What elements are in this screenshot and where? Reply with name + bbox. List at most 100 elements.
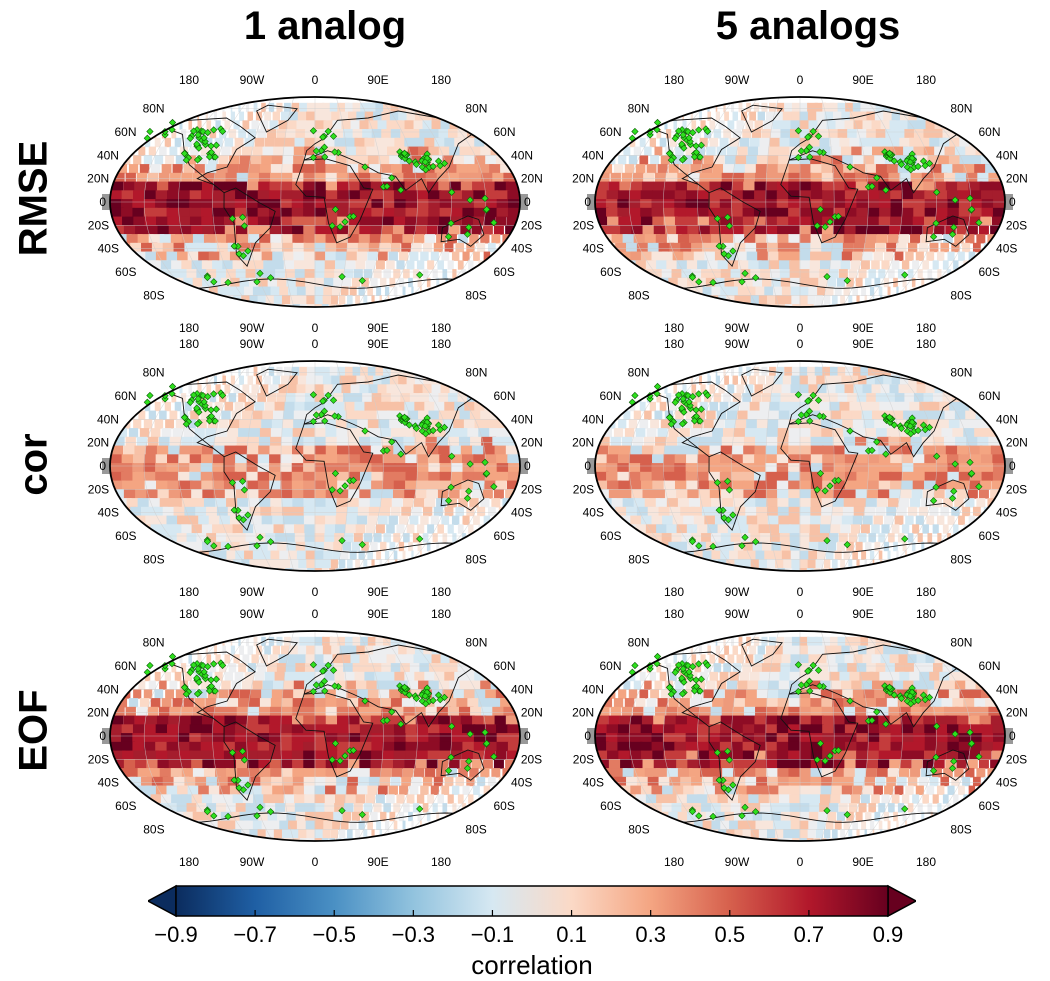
- diamond-icon: [901, 271, 909, 279]
- lon-label-bottom: 90E: [367, 585, 388, 598]
- diamond-icon: [823, 273, 831, 281]
- lat-label-right: 40S: [511, 776, 532, 790]
- diamond-icon: [821, 757, 829, 765]
- lat-label-right: 40N: [996, 148, 1018, 162]
- diamond-icon: [146, 391, 154, 400]
- diamond-icon: [400, 683, 409, 691]
- diamond-icon: [821, 223, 829, 231]
- lon-label-top: 90E: [852, 73, 873, 87]
- diamond-icon: [692, 676, 700, 684]
- lat-label-right: 80S: [465, 552, 486, 566]
- diamond-icon: [481, 194, 489, 202]
- diamond-icon: [929, 767, 938, 775]
- lat-label-left: 80S: [628, 288, 649, 302]
- diamond-icon: [465, 223, 473, 231]
- diamond-icon: [709, 278, 717, 287]
- diamond-icon: [418, 163, 426, 171]
- diamond-icon: [412, 160, 421, 169]
- diamond-icon: [253, 812, 261, 820]
- colorbar-title: correlation: [471, 950, 593, 980]
- diamond-icon: [418, 427, 426, 435]
- diamond-icon: [741, 269, 749, 277]
- diamond-icon: [324, 127, 332, 135]
- lon-label-top: 0: [797, 337, 804, 351]
- colorbar-tick-label: 0.5: [714, 922, 746, 947]
- diamond-icon: [689, 662, 697, 671]
- lat-label-right: 80S: [465, 822, 486, 836]
- lon-label-top: 90W: [240, 607, 265, 621]
- diamond-icon: [490, 219, 498, 227]
- lat-label-left: 20N: [87, 436, 109, 450]
- diamond-icon: [204, 128, 212, 137]
- diamond-icon: [309, 417, 317, 426]
- diamond-icon: [932, 219, 940, 227]
- diamond-icon: [823, 807, 831, 815]
- diamond-icon: [189, 391, 198, 399]
- diamond-icon: [901, 535, 909, 543]
- lat-label-right: 20N: [521, 706, 543, 720]
- diamond-icon: [646, 662, 654, 670]
- diamond-icon: [235, 784, 243, 792]
- diamond-icon: [336, 757, 344, 765]
- lat-label-right: 40S: [996, 242, 1017, 256]
- diamond-icon: [309, 391, 318, 399]
- lat-label-left: 60S: [115, 529, 136, 543]
- diamond-icon: [466, 460, 474, 468]
- diamond-icon: [429, 696, 437, 705]
- lon-label-top: 90E: [852, 337, 873, 351]
- lat-label-right: 60S: [978, 799, 999, 813]
- lat-label-left: 40N: [582, 682, 604, 696]
- row-title-eof: EOF: [11, 688, 56, 772]
- diamond-icon: [907, 166, 915, 174]
- lon-label-bottom: 0: [797, 321, 804, 334]
- lon-label-top: 0: [312, 73, 319, 87]
- diamond-icon: [914, 162, 922, 171]
- diamond-icon: [448, 452, 456, 460]
- diamond-icon: [906, 692, 914, 700]
- diamond-icon: [697, 675, 705, 683]
- lon-label-bottom: 180: [431, 855, 451, 868]
- diamond-icon: [186, 668, 194, 677]
- diamond-icon: [199, 662, 207, 670]
- lat-label-left: 20S: [573, 752, 594, 766]
- colorbar: correlation −0.9 −0.7 −0.5 −0.3 −0.1 0.1 0.3 0.…: [146, 884, 918, 980]
- diamond-icon: [948, 764, 957, 772]
- lon-label-top: 90E: [852, 607, 873, 621]
- diamond-icon: [193, 140, 201, 148]
- diamond-icon: [794, 391, 803, 399]
- lat-label-right: 80S: [950, 288, 971, 302]
- diamond-icon: [240, 756, 249, 764]
- lat-label-right: 0: [1009, 459, 1016, 473]
- diamond-icon: [834, 476, 843, 484]
- diamond-icon: [238, 477, 247, 485]
- colorbar-tick-label: 0.3: [635, 922, 666, 947]
- diamond-icon: [741, 803, 749, 811]
- lat-label-left: 60N: [115, 125, 137, 139]
- diamond-icon: [665, 683, 674, 692]
- lon-label-top: 90W: [240, 337, 265, 351]
- diamond-icon: [200, 134, 208, 142]
- diamond-icon: [966, 458, 974, 466]
- diamond-icon: [212, 405, 220, 413]
- diamond-icon: [444, 767, 453, 775]
- lat-label-right: 40N: [996, 412, 1018, 426]
- diamond-icon: [720, 514, 728, 522]
- proxy-site-markers: [143, 652, 498, 821]
- diamond-icon: [738, 278, 746, 286]
- colorbar-tick-label: −0.3: [391, 922, 436, 947]
- lat-label-left: 20N: [572, 172, 594, 186]
- diamond-icon: [720, 784, 728, 792]
- diamond-icon: [189, 127, 198, 135]
- diamond-icon: [806, 153, 814, 161]
- diamond-icon: [447, 753, 455, 761]
- diamond-icon: [723, 213, 732, 221]
- lat-label-left: 20S: [88, 752, 109, 766]
- diamond-icon: [481, 728, 489, 736]
- diamond-icon: [814, 666, 823, 674]
- diamond-icon: [465, 757, 473, 765]
- diamond-icon: [267, 538, 275, 546]
- diamond-icon: [816, 739, 825, 748]
- diamond-icon: [436, 162, 444, 170]
- map-panel-rmse-5-analogs: 180 90W 0 90E 180 180 90W 0 90E 180 80N 80N 60N 60N 40…: [565, 72, 1035, 334]
- diamond-icon: [230, 506, 238, 514]
